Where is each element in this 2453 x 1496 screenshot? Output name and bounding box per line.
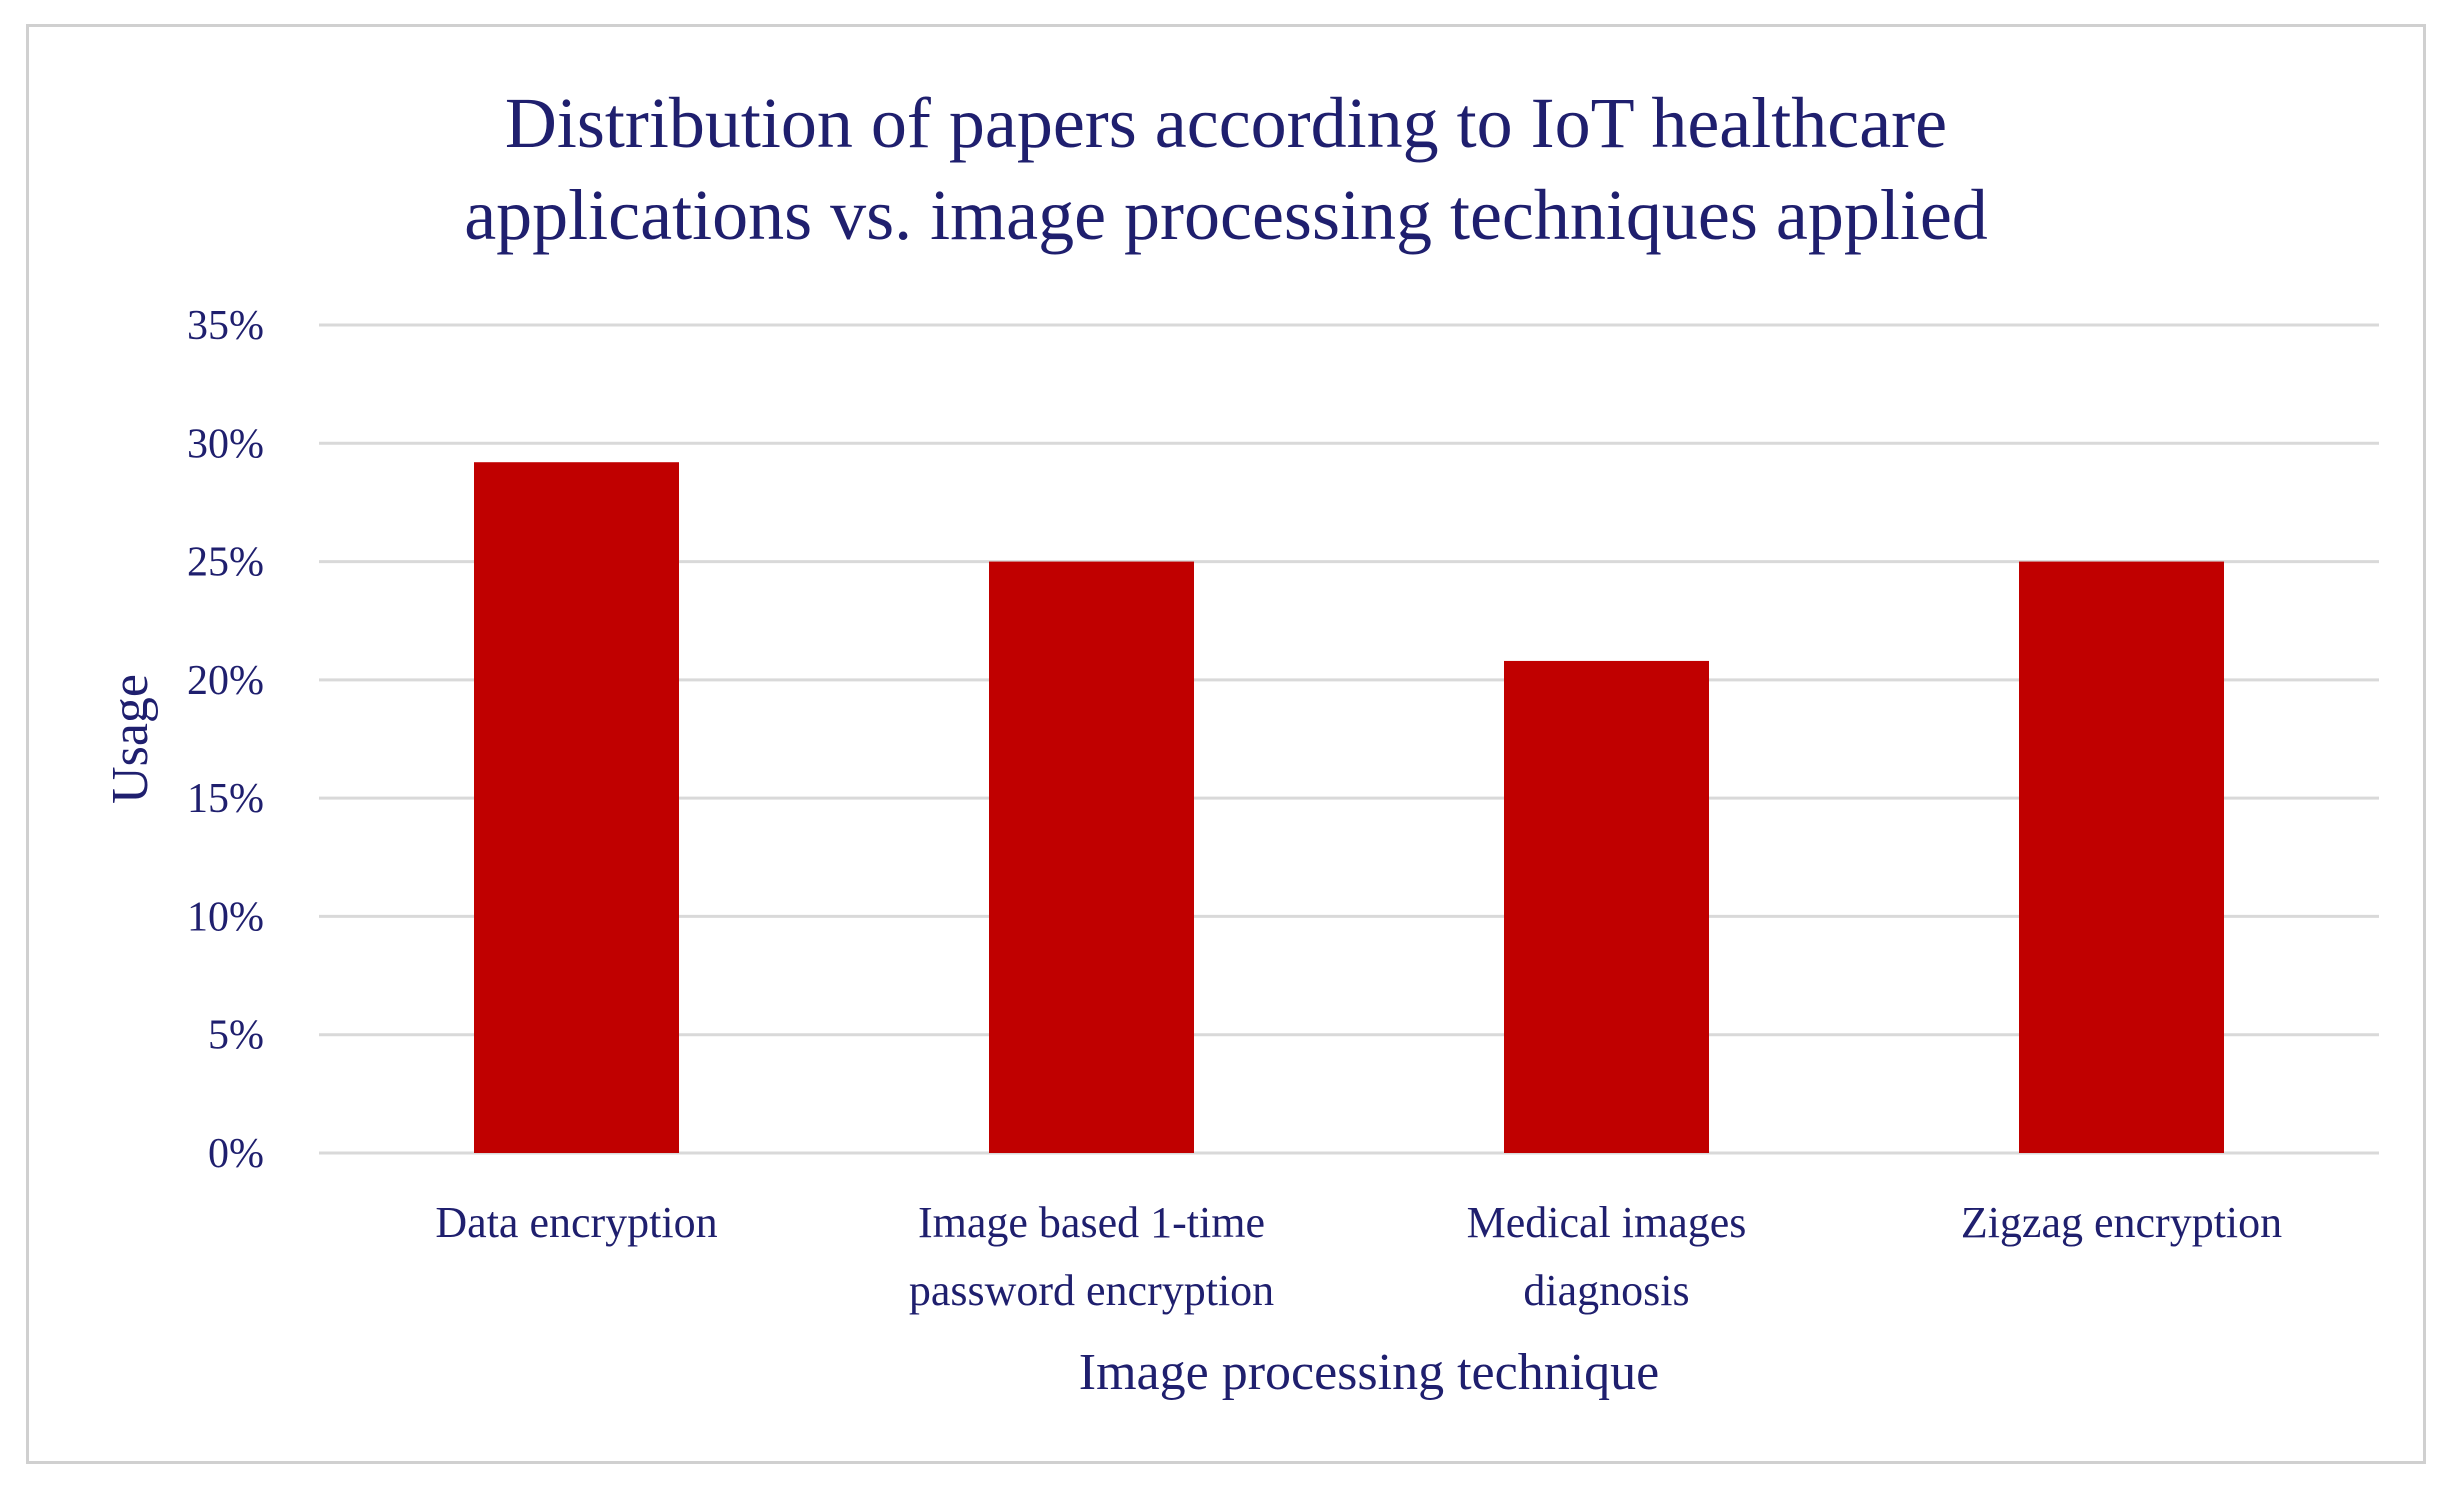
y-axis-title: Usage <box>102 674 159 804</box>
bar <box>1504 660 1709 1153</box>
x-category-label: diagnosis <box>1523 1266 1689 1315</box>
bar <box>474 462 679 1153</box>
y-tick-label: 5% <box>208 1013 264 1059</box>
y-tick-label: 15% <box>187 776 264 822</box>
x-category-label: Zigzag encryption <box>1961 1198 2282 1247</box>
bar <box>989 561 1194 1153</box>
chart-title-line-2: applications vs. image processing techni… <box>464 175 1988 255</box>
bars <box>474 462 2224 1153</box>
y-tick-labels: 0% 5% 10% 15% 20% 25% 30% 35% <box>187 303 264 1177</box>
y-tick-label: 0% <box>208 1131 264 1177</box>
chart-title: Distribution of papers according to IoT … <box>29 77 2423 261</box>
y-tick-label: 20% <box>187 658 264 704</box>
bar <box>2019 561 2224 1153</box>
y-tick-label: 25% <box>187 540 264 586</box>
x-axis-title: Image processing technique <box>1079 1344 1659 1401</box>
x-category-label: Medical images <box>1467 1198 1747 1247</box>
x-category-labels: Data encryption Image based 1-time passwor… <box>435 1198 2282 1315</box>
y-tick-label: 10% <box>187 894 264 940</box>
x-category-label: password encryption <box>909 1266 1274 1315</box>
x-category-label: Image based 1-time <box>918 1198 1265 1247</box>
y-tick-label: 35% <box>187 303 264 349</box>
x-category-label: Data encryption <box>435 1198 717 1247</box>
chart-title-line-1: Distribution of papers according to IoT … <box>504 83 1948 163</box>
bar-chart: 0% 5% 10% 15% 20% 25% 30% 35% Data encryption Im… <box>102 303 2379 1401</box>
chart-frame: Distribution of papers according to IoT … <box>26 24 2426 1464</box>
y-tick-label: 30% <box>187 421 264 467</box>
